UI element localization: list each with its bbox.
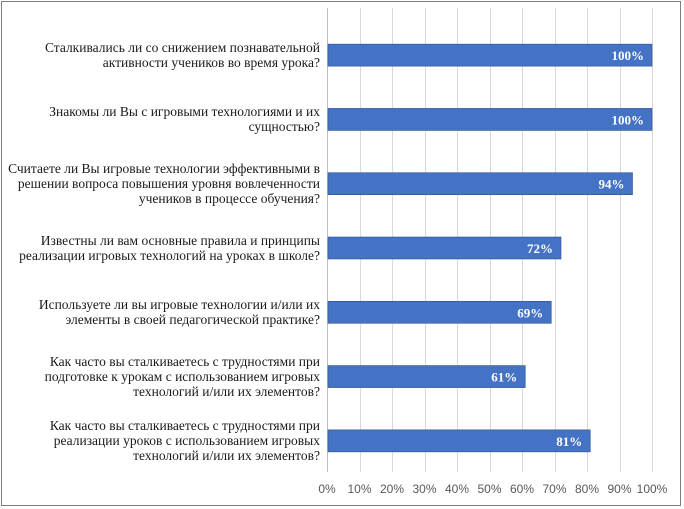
category-label-line: технологий и/или их элементов? <box>133 448 320 464</box>
category-label-line: сущностью? <box>248 119 320 135</box>
data-label: 72% <box>527 241 553 256</box>
category-label-line: Как часто вы сталкиваетесь с трудностями… <box>49 418 320 434</box>
x-tick-label: 30% <box>412 482 436 496</box>
x-tick-label: 100% <box>637 482 668 496</box>
category-label-line: учеников в процессе обучения? <box>138 191 320 207</box>
bar <box>327 429 591 453</box>
x-tick-label: 90% <box>607 482 631 496</box>
bar <box>327 300 552 324</box>
category-label: Считаете ли Вы игровые технологии эффект… <box>2 161 320 206</box>
category-label-line: подготовке к урокам с использованием игр… <box>44 369 320 385</box>
bar <box>327 43 653 67</box>
x-tick-label: 70% <box>542 482 566 496</box>
bar <box>327 236 562 260</box>
category-label: Используете ли вы игровые технологии и/и… <box>2 297 320 327</box>
x-tick-label: 20% <box>380 482 404 496</box>
data-label: 61% <box>491 370 517 385</box>
category-label: Сталкивались ли со снижением познаватель… <box>2 40 320 70</box>
category-label-line: реализации игровых технологий на уроках … <box>19 248 320 263</box>
data-label: 100% <box>612 112 645 127</box>
category-label: Как часто вы сталкиваетесь с трудностями… <box>2 354 320 399</box>
data-label: 94% <box>599 177 625 192</box>
x-tick-label: 10% <box>347 482 371 496</box>
x-tick-label: 0% <box>318 482 336 496</box>
bar <box>327 108 653 131</box>
bars: 100% 100% 94% 72% 69% 61% 81% <box>327 43 653 453</box>
x-tick-label: 50% <box>477 482 501 496</box>
category-label-line: реализации уроков с использованием игров… <box>53 433 320 449</box>
category-label-line: Считаете ли Вы игровые технологии эффект… <box>8 161 320 177</box>
category-label-line: Сталкивались ли со снижением познаватель… <box>44 40 320 56</box>
x-tick-label: 40% <box>445 482 469 496</box>
category-label-line: технологий и/или их элементов? <box>133 384 320 400</box>
category-label: Как часто вы сталкиваетесь с трудностями… <box>2 418 320 463</box>
category-label-line: Знакомы ли Вы с игровыми технологиями и … <box>49 104 320 120</box>
category-label-line: Известны ли вам основные правила и принц… <box>40 233 320 248</box>
data-label: 100% <box>612 48 645 63</box>
category-label-line: решении вопроса повышения уровня вовлече… <box>17 176 320 192</box>
category-label-line: активности учеников во время урока? <box>102 55 320 71</box>
category-label: Известны ли вам основные правила и принц… <box>2 233 320 263</box>
category-label: Знакомы ли Вы с игровыми технологиями и … <box>2 104 320 134</box>
bar <box>327 365 526 388</box>
data-label: 81% <box>556 434 582 449</box>
x-tick-label: 60% <box>510 482 534 496</box>
category-label-line: Используете ли вы игровые технологии и/и… <box>38 297 320 313</box>
category-label-line: Как часто вы сталкиваетесь с трудностями… <box>49 354 320 370</box>
data-label: 69% <box>517 305 543 320</box>
x-axis-ticks: 0% 10% 20% 30% 40% 50% 60% 70% 80% 90% 100% <box>318 482 667 496</box>
bar <box>327 172 633 196</box>
x-tick-label: 80% <box>575 482 599 496</box>
category-label-line: элементы в своей педагогической практике… <box>65 312 320 328</box>
